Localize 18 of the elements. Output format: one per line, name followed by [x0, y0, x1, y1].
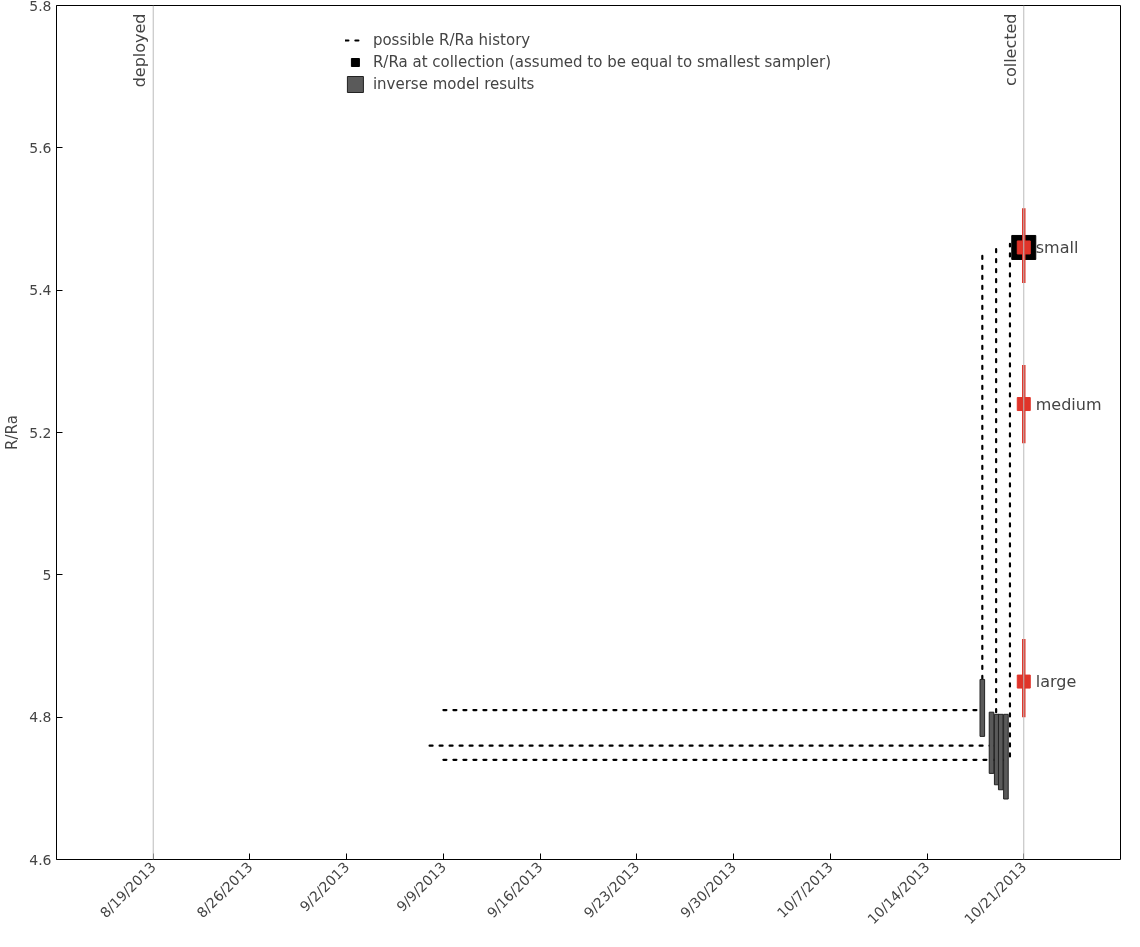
legend-label: possible R/Ra history — [372, 30, 531, 50]
legend-label: inverse model results — [372, 74, 535, 94]
legend-label: R/Ra at collection (assumed to be equal to smallest sampler) — [372, 52, 832, 72]
point — [1016, 397, 1031, 412]
annotation: small — [1035, 237, 1079, 257]
y-tick-label: 5.6 — [29, 139, 52, 156]
annotation: large — [1035, 672, 1077, 692]
y-tick-label: 5.8 — [29, 0, 52, 14]
y-tick-label: 5.4 — [29, 282, 52, 299]
y-tick-label: 4.8 — [29, 709, 52, 726]
ref-line-label: deployed — [130, 13, 150, 88]
y-tick-label: 5.2 — [29, 424, 52, 441]
point — [1016, 674, 1031, 689]
annotation: medium — [1035, 394, 1102, 414]
ref-line-label: collected — [1000, 13, 1020, 86]
y-tick-label: 4.6 — [29, 851, 52, 868]
y-axis-title: R/Ra — [3, 415, 22, 450]
y-tick-label: 5 — [42, 566, 52, 583]
